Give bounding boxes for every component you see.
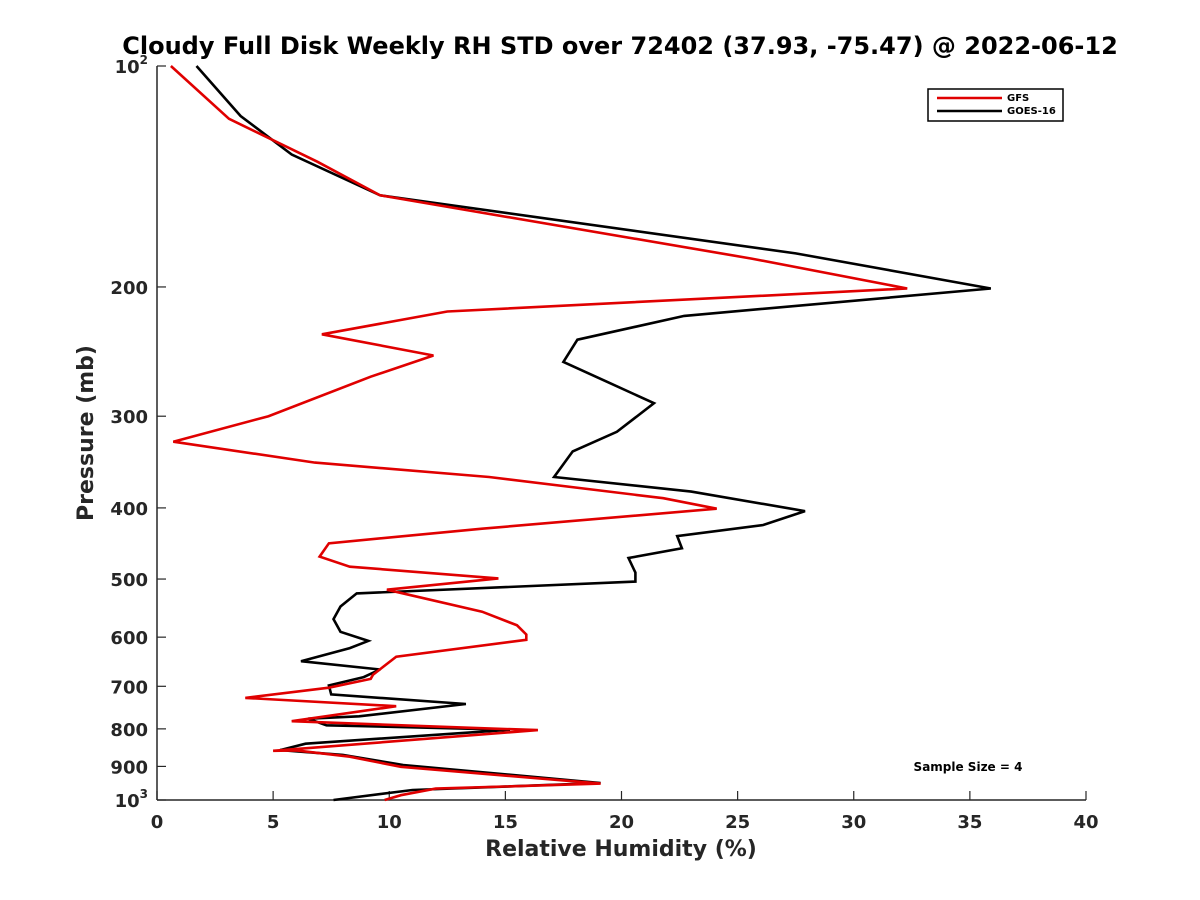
y-tick-label: 200 — [110, 278, 148, 299]
x-tick-label: 20 — [609, 812, 634, 833]
series-lines — [170, 65, 992, 802]
y-tick-label: 102 — [115, 53, 148, 78]
x-tick-label: 40 — [1073, 812, 1098, 833]
sample-size-annotation: Sample Size = 4 — [914, 760, 1023, 774]
legend-box — [927, 88, 1064, 122]
x-tick-label: 0 — [151, 812, 164, 833]
x-tick-label: 30 — [841, 812, 866, 833]
x-tick-label: 5 — [267, 812, 280, 833]
y-tick-label: 800 — [110, 720, 148, 741]
plot-area: 0 5 10 15 20 25 30 35 40 102 200 300 400 500 600 700 80… — [110, 53, 1098, 833]
chart-title: Cloudy Full Disk Weekly RH STD over 7240… — [122, 32, 1118, 60]
x-tick-label: 35 — [957, 812, 982, 833]
legend-label-gfs: GFS — [1007, 93, 1029, 104]
y-ticks: 102 200 300 400 500 600 700 800 900 103 — [110, 53, 166, 812]
y-tick-label: 103 — [115, 787, 148, 812]
y-tick-label: 600 — [110, 628, 148, 649]
x-tick-label: 15 — [493, 812, 518, 833]
x-axis-label: Relative Humidity (%) — [485, 837, 757, 862]
x-tick-label: 25 — [725, 812, 750, 833]
y-tick-label: 700 — [110, 677, 148, 698]
x-tick-label: 10 — [377, 812, 402, 833]
legend: GFS GOES-16 — [927, 88, 1064, 122]
x-ticks: 0 5 10 15 20 25 30 35 40 — [151, 791, 1099, 833]
series-line-gfs — [170, 65, 908, 802]
y-axis-label: Pressure (mb) — [74, 345, 99, 521]
y-tick-label: 300 — [110, 407, 148, 428]
legend-label-goes16: GOES-16 — [1007, 106, 1056, 117]
y-tick-label: 500 — [110, 570, 148, 591]
y-tick-label: 400 — [110, 499, 148, 520]
y-tick-label: 900 — [110, 757, 148, 778]
